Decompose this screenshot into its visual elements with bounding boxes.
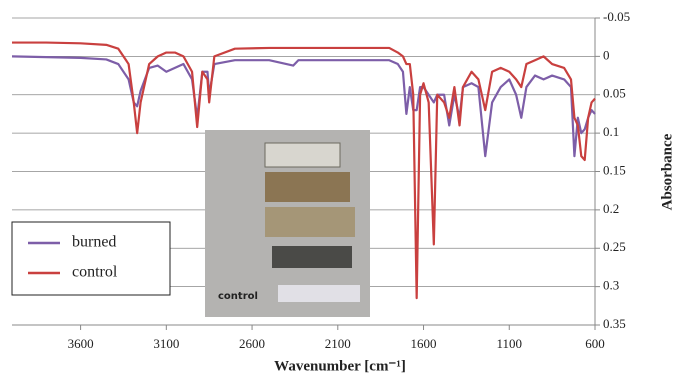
sample (264, 142, 341, 168)
series-line (12, 41, 596, 300)
x-tick-label: 2100 (325, 336, 351, 351)
y-tick-label: 0.25 (603, 239, 626, 254)
x-tick-label: 2600 (239, 336, 265, 351)
y-tick-label: 0 (603, 47, 610, 62)
inset-photo: control (205, 130, 370, 317)
legend: burned control (11, 221, 171, 296)
sample (272, 246, 352, 268)
series-line (11, 55, 596, 158)
y-tick-label: 0.35 (603, 316, 626, 331)
y-tick-label: 0.1 (603, 124, 619, 139)
inset-label: control (218, 291, 258, 302)
y-tick-label: 0.05 (603, 86, 626, 101)
legend-label: burned (72, 234, 116, 251)
x-axis-title: Wavenumber [cm⁻¹] (274, 358, 406, 374)
y-tick-label: 0.2 (603, 201, 619, 216)
x-tick-label: 3600 (68, 336, 94, 351)
y-tick-label: -0.05 (603, 9, 630, 24)
y-tick-label: 0.3 (603, 278, 619, 293)
legend-box (11, 221, 171, 296)
x-tick-label: 1600 (411, 336, 437, 351)
lines (11, 41, 596, 300)
x-tick-label: 3100 (153, 336, 179, 351)
sample (265, 172, 350, 202)
y-tick-label: 0.15 (603, 162, 626, 177)
y-axis-title: Absorbance (659, 133, 675, 210)
legend-label: control (72, 264, 118, 281)
sample (265, 207, 355, 237)
x-tick-label: 1100 (496, 336, 522, 351)
x-tick-label: 600 (585, 336, 605, 351)
sample (278, 285, 360, 302)
